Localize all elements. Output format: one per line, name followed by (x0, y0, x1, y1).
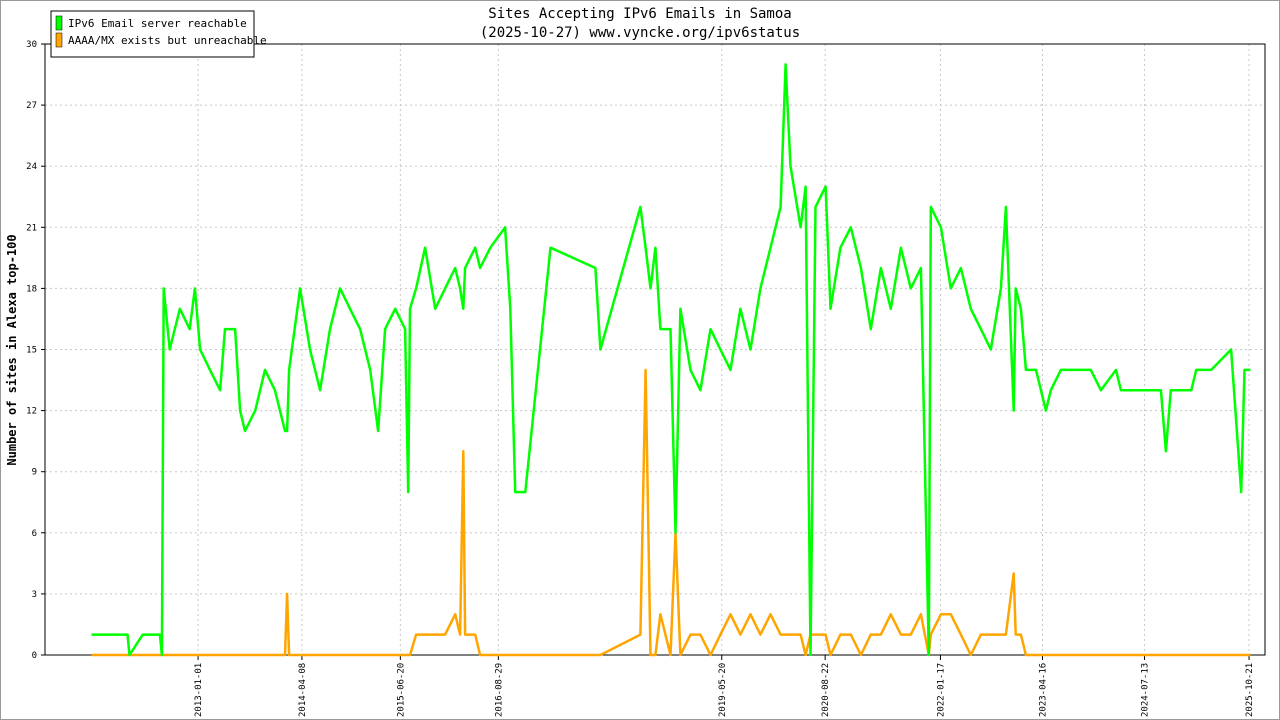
y-tick-label: 27 (26, 101, 37, 111)
y-tick-label: 18 (26, 284, 37, 294)
x-tick-label: 2019-05-20 (718, 663, 728, 717)
y-tick-label: 3 (32, 590, 37, 600)
y-tick-label: 15 (26, 346, 37, 356)
legend-label: AAAA/MX exists but unreachable (68, 34, 267, 47)
series-line (91, 368, 1251, 657)
x-tick-label: 2013-01-01 (194, 663, 204, 717)
x-tick-label: 2020-08-22 (821, 663, 831, 717)
series-line (91, 63, 1251, 657)
legend-swatch (55, 15, 63, 31)
x-tick-label: 2016-08-29 (494, 663, 504, 717)
x-tick-label: 2022-01-17 (936, 663, 946, 717)
x-tick-label: 2015-06-20 (396, 663, 406, 717)
y-tick-label: 12 (26, 407, 37, 417)
y-tick-label: 30 (26, 40, 37, 50)
y-tick-label: 0 (32, 651, 37, 661)
legend-box (50, 10, 255, 58)
y-tick-label: 21 (26, 223, 37, 233)
x-tick-label: 2024-07-13 (1141, 663, 1151, 717)
legend-label: IPv6 Email server reachable (68, 17, 247, 30)
y-axis-label: Number of sites in Alexa top-100 (5, 234, 19, 465)
legend-swatch (55, 32, 63, 48)
y-tick-label: 6 (32, 529, 37, 539)
y-tick-label: 9 (32, 468, 37, 478)
x-tick-label: 2014-04-08 (298, 663, 308, 717)
y-tick-label: 24 (26, 162, 37, 172)
chart-subtitle: (2025-10-27) www.vyncke.org/ipv6status (480, 25, 800, 41)
x-tick-label: 2023-04-16 (1038, 663, 1048, 717)
x-tick-label: 2025-10-21 (1245, 663, 1255, 717)
chart-title: Sites Accepting IPv6 Emails in Samoa (488, 6, 791, 22)
